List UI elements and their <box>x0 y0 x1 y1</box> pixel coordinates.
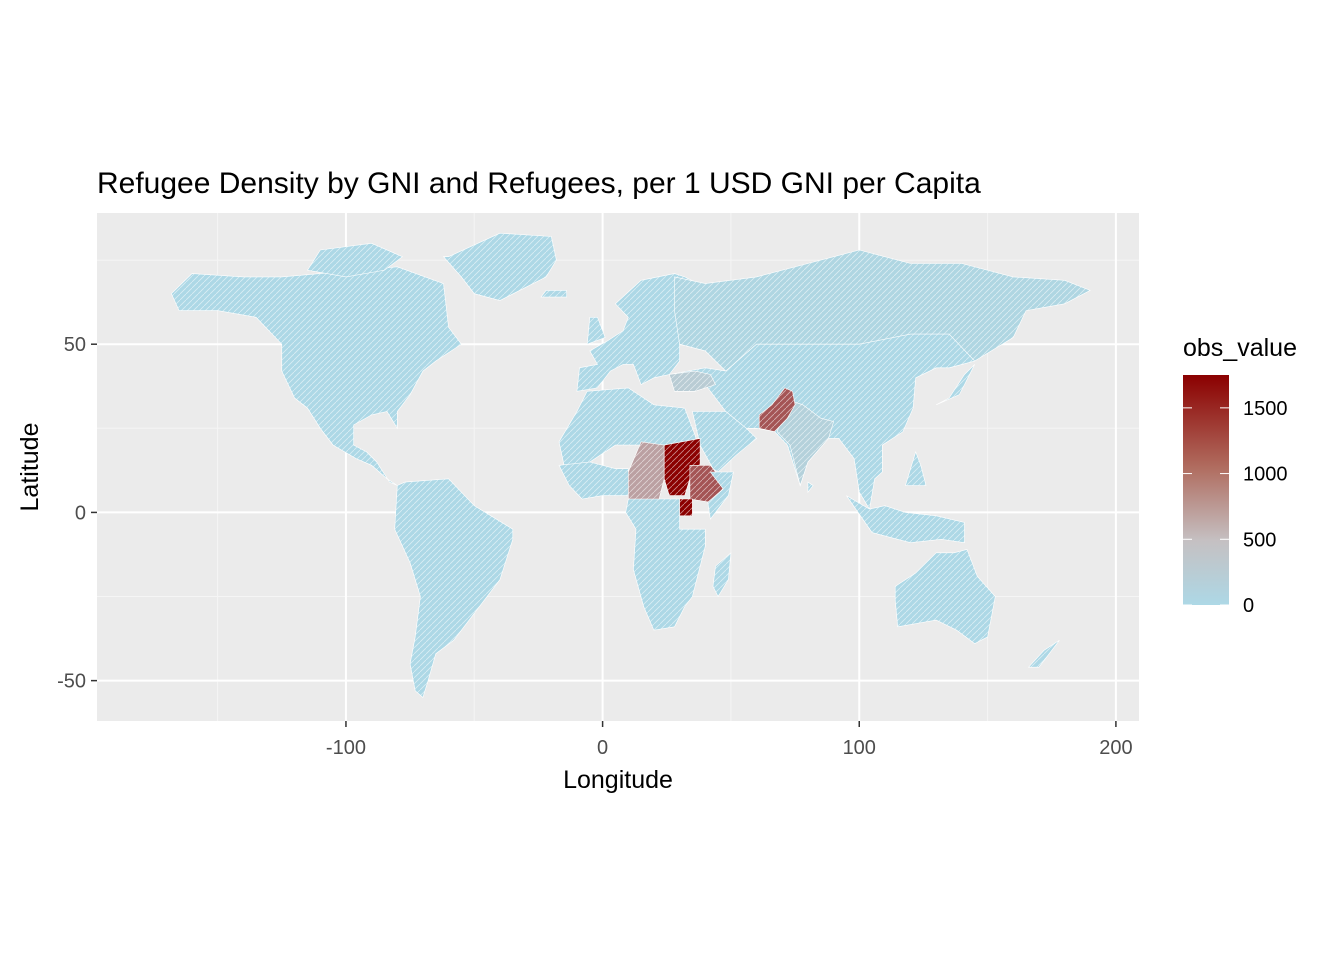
y-axis-title: Latitude <box>16 423 44 512</box>
region-texture-madagascar <box>713 552 731 597</box>
legend: obs_value 0 500 1000 1500 <box>1183 334 1297 617</box>
y-tick-label: 50 <box>64 334 86 356</box>
region-texture-sudan <box>664 438 701 496</box>
legend-label: 500 <box>1243 529 1276 551</box>
x-tick-label: 100 <box>843 737 876 759</box>
x-tick-label: 0 <box>597 737 608 759</box>
region-texture-europe <box>576 273 706 392</box>
region-texture-chad-cameroon <box>628 441 665 506</box>
region-texture-uk <box>587 317 606 345</box>
region-texture-south-america <box>394 478 513 698</box>
x-tick-label: 200 <box>1099 737 1132 759</box>
region-texture-pakistan <box>759 387 796 432</box>
x-axis-ticks: -100 0 100 200 <box>326 721 1133 759</box>
legend-label: 0 <box>1243 595 1254 617</box>
legend-colorbar <box>1183 375 1229 605</box>
region-texture-indonesia <box>846 495 965 543</box>
x-tick-label: -100 <box>326 737 366 759</box>
region-texture-west-africa <box>559 462 629 499</box>
region-texture-north-africa <box>559 387 701 466</box>
region-texture-philippines <box>905 451 926 486</box>
country-polygons <box>171 232 1091 699</box>
region-texture-north-america <box>171 266 462 486</box>
region-texture-india <box>777 401 834 486</box>
legend-ticks: 0 500 1000 1500 <box>1183 398 1288 617</box>
legend-label: 1500 <box>1243 398 1288 420</box>
legend-label: 1000 <box>1243 464 1288 486</box>
region-texture-somalia <box>707 472 734 520</box>
region-texture-turkey <box>669 371 716 392</box>
region-texture-japan <box>936 364 975 405</box>
y-axis-ticks: -50 0 50 <box>57 334 97 693</box>
region-texture-central-africa <box>625 499 706 631</box>
region-texture-greenland <box>443 233 557 301</box>
region-texture-iceland <box>541 290 567 298</box>
region-texture-sri-lanka <box>807 482 814 493</box>
x-axis-title: Longitude <box>563 766 673 794</box>
chart-title: Refugee Density by GNI and Refugees, per… <box>97 167 981 200</box>
region-texture-australia <box>895 549 996 644</box>
region-texture-canadian-arctic <box>307 243 403 277</box>
region-texture-russia <box>674 250 1091 372</box>
region-texture-new-zealand <box>1028 640 1060 668</box>
y-tick-label: 0 <box>75 502 86 524</box>
region-texture-arabia <box>692 411 757 472</box>
legend-title: obs_value <box>1183 334 1297 362</box>
y-tick-label: -50 <box>57 671 86 693</box>
region-texture-uganda <box>679 499 693 516</box>
